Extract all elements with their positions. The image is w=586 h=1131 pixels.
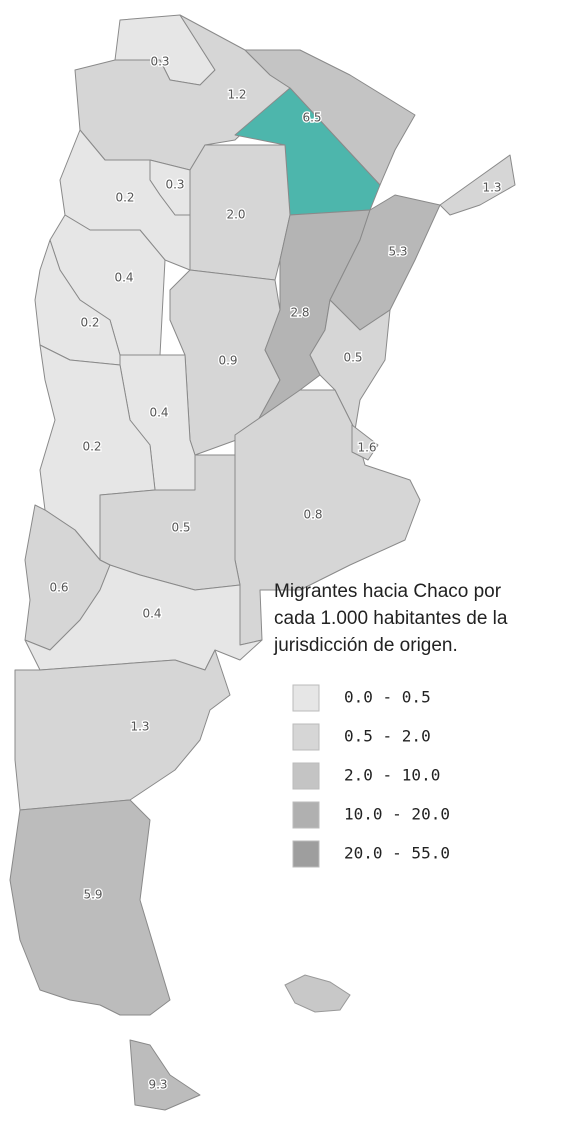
region-label: 0.5 <box>171 521 190 535</box>
province <box>234 389 421 646</box>
legend-label: 20.0 - 55.0 <box>344 844 450 863</box>
province <box>309 299 391 431</box>
legend-label: 10.0 - 20.0 <box>344 805 450 824</box>
legend-swatch <box>292 684 320 712</box>
region-label: 2.0 <box>226 208 245 222</box>
region-label: 1.6 <box>357 441 376 455</box>
legend-title: jurisdicción de origen. <box>273 635 458 656</box>
region-label: 2.8 <box>290 306 309 320</box>
region-label: 0.5 <box>343 351 362 365</box>
province <box>244 49 416 186</box>
region-label: 0.2 <box>115 191 134 205</box>
region-label: 0.2 <box>80 316 99 330</box>
province <box>169 269 281 456</box>
legend-swatch <box>292 801 320 829</box>
legend-label: 0.5 - 2.0 <box>344 727 431 746</box>
province <box>351 424 379 461</box>
region-labels: 0.3 1.2 6.5 2.0 0.3 0.2 0.4 0.2 0.9 0.4 0.2 2.8 5.3 1… <box>48 53 503 1093</box>
region-label: 5.9 <box>83 888 102 902</box>
region-label: 0.3 <box>150 55 169 69</box>
region-label: 9.3 <box>148 1078 167 1092</box>
region-label: 0.4 <box>114 271 133 285</box>
region-label: 1.3 <box>130 720 149 734</box>
region-label: 6.5 <box>302 111 321 125</box>
legend-label: 0.0 - 0.5 <box>344 688 431 707</box>
legend-title: Migrantes hacia Chaco por <box>274 581 502 602</box>
region-label: 0.8 <box>303 508 322 522</box>
legend-swatch <box>292 840 320 868</box>
legend: Migrantes hacia Chaco por cada 1.000 habi… <box>273 581 508 868</box>
region-label: 0.6 <box>49 581 68 595</box>
legend-title: cada 1.000 habitantes de la <box>274 608 508 629</box>
region-label: 1.2 <box>227 88 246 102</box>
islands <box>284 974 351 1013</box>
region-label: 0.2 <box>82 440 101 454</box>
region-label: 0.4 <box>149 406 168 420</box>
provinces <box>9 14 516 1111</box>
legend-label: 2.0 - 10.0 <box>344 766 440 785</box>
legend-swatch <box>292 723 320 751</box>
legend-swatch <box>292 762 320 790</box>
province <box>9 799 171 1016</box>
region-label: 1.3 <box>482 181 501 195</box>
province <box>129 1039 201 1111</box>
region-label: 5.3 <box>388 245 407 259</box>
region-label: 0.4 <box>142 607 161 621</box>
province <box>14 649 231 811</box>
region-label: 0.3 <box>165 178 184 192</box>
province <box>439 154 516 216</box>
region-label: 0.9 <box>218 354 237 368</box>
